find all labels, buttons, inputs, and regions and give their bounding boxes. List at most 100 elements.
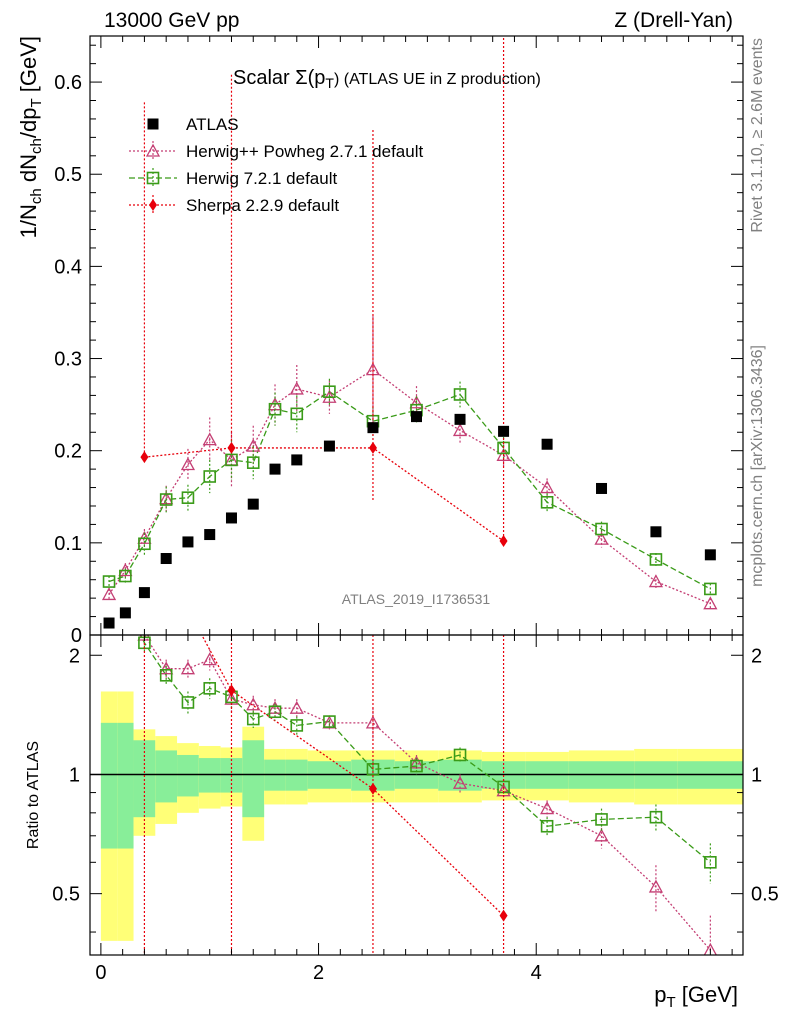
powheg-point	[180, 661, 196, 675]
main-panel-marks	[101, 36, 718, 629]
sherpa-point	[227, 441, 236, 454]
herwig7-point	[225, 453, 238, 467]
herwig7-point	[649, 553, 663, 566]
ratio-tick-label-right: 1	[751, 764, 762, 786]
atlas-point	[147, 118, 159, 130]
herwig7-point	[704, 856, 717, 869]
rivet-label: Rivet 3.1.10, ≥ 2.6M events	[749, 38, 766, 233]
sherpa-point	[368, 782, 377, 795]
y-tick-label: 0.5	[54, 164, 82, 186]
powheg-point	[540, 801, 555, 815]
ratio-tick-label-left: 2	[69, 645, 80, 667]
band-inner-bin	[242, 740, 265, 818]
atlas-point	[204, 529, 216, 541]
legend-label: Herwig 7.2.1 default	[186, 169, 337, 188]
powheg-point	[594, 828, 609, 842]
powheg-point	[452, 775, 468, 789]
herwig7-point	[102, 575, 116, 588]
herwig7-point	[595, 813, 608, 826]
y-tick-label: 0.1	[54, 533, 82, 555]
legend-label: ATLAS	[186, 115, 239, 134]
band-inner-bin	[155, 750, 178, 803]
band-inner-bin	[133, 740, 156, 818]
powheg-point	[648, 574, 664, 588]
herwig7-point	[181, 491, 195, 504]
powheg-point	[103, 558, 115, 569]
x-axis-label: pT [GeV]	[654, 982, 738, 1011]
legend-label: Sherpa 2.2.9 default	[186, 196, 339, 215]
atlas-point	[291, 454, 303, 466]
atlas-point	[411, 411, 422, 423]
herwig7-point	[246, 712, 260, 726]
powheg-point	[202, 432, 217, 446]
herwig7-point	[146, 171, 160, 185]
atlas-point	[498, 425, 510, 437]
powheg-point	[452, 423, 468, 437]
legend: ATLAS Herwig++ Powheg 2.7.1 default Herwig…	[129, 115, 423, 215]
herwig7-ratio-line	[139, 635, 711, 863]
ratio-tick-label-left: 0.5	[52, 884, 80, 906]
herwig7-point	[268, 402, 282, 416]
powheg-point	[145, 143, 161, 157]
powheg-point	[180, 457, 196, 471]
sherpa-point	[499, 535, 508, 548]
herwig7-point	[540, 495, 554, 509]
atlas-point	[225, 512, 237, 524]
powheg-point	[496, 447, 511, 461]
powheg-point	[648, 879, 664, 893]
sherpa-point	[368, 441, 377, 454]
ratio-frame	[89, 634, 744, 956]
herwig7-point	[453, 388, 467, 401]
mcplots-label: mcplots.cern.ch [arXiv:1306.3436]	[749, 345, 766, 587]
analysis-label: ATLAS_2019_I1736531	[342, 591, 491, 607]
atlas-point	[138, 587, 150, 599]
atlas-point	[541, 438, 553, 450]
powheg-point	[703, 596, 718, 610]
herwig7-point	[159, 493, 173, 506]
ratio-tick-label-left: 1	[69, 764, 80, 786]
herwig7-point	[704, 582, 717, 596]
atlas-point	[323, 440, 335, 452]
sherpa-point	[499, 909, 508, 922]
herwig7-point	[290, 719, 304, 732]
atlas-point	[596, 482, 608, 494]
powheg-point	[703, 942, 718, 955]
axes: 0 2 400.10.20.30.40.50.60.5 0.51 12 2	[52, 35, 779, 984]
atlas-point	[182, 536, 194, 548]
herwig7-point	[323, 715, 336, 728]
x-tick-label: 0	[95, 962, 106, 984]
herwig7-point	[595, 522, 608, 536]
plot-title: Scalar Σ(pT) (ATLAS UE in Z production)	[233, 67, 541, 91]
y-tick-label: 0.2	[54, 441, 82, 463]
ratio-tick-label-right: 0.5	[751, 884, 779, 906]
herwig7-point	[203, 682, 217, 695]
sherpa-line	[144, 447, 504, 542]
y-axis-label: 1/Nch dNch/dpT [GeV]	[16, 36, 45, 238]
herwig7-point	[203, 470, 217, 483]
herwig7-point	[323, 385, 336, 399]
powheg-line	[108, 368, 711, 605]
legend-label: Herwig++ Powheg 2.7.1 default	[186, 142, 423, 161]
powheg-point	[246, 697, 261, 711]
herwig7-point	[138, 537, 151, 551]
y-tick-label: 0.6	[54, 72, 82, 94]
atlas-point	[454, 413, 466, 425]
herwig7-point	[119, 569, 132, 583]
herwig7-point	[104, 514, 115, 525]
herwig7-point	[246, 456, 260, 469]
atlas-point	[160, 553, 172, 565]
band-inner-bin	[117, 722, 134, 849]
y-tick-label: 0.4	[54, 256, 82, 278]
y-tick-label: 0.3	[54, 349, 82, 371]
herwig7-point	[159, 668, 173, 682]
ratio-panel-marks	[103, 514, 718, 955]
band-inner-bin	[100, 722, 118, 849]
herwig7-point	[181, 696, 195, 709]
powheg-point	[289, 700, 304, 714]
title-main: Scalar Σ(p	[233, 67, 325, 89]
powheg-point	[202, 652, 217, 666]
sherpa-point	[149, 199, 157, 211]
ratio-tick-label-right: 2	[751, 645, 762, 667]
atlas-point	[247, 498, 259, 510]
herwig7-point	[290, 407, 304, 421]
